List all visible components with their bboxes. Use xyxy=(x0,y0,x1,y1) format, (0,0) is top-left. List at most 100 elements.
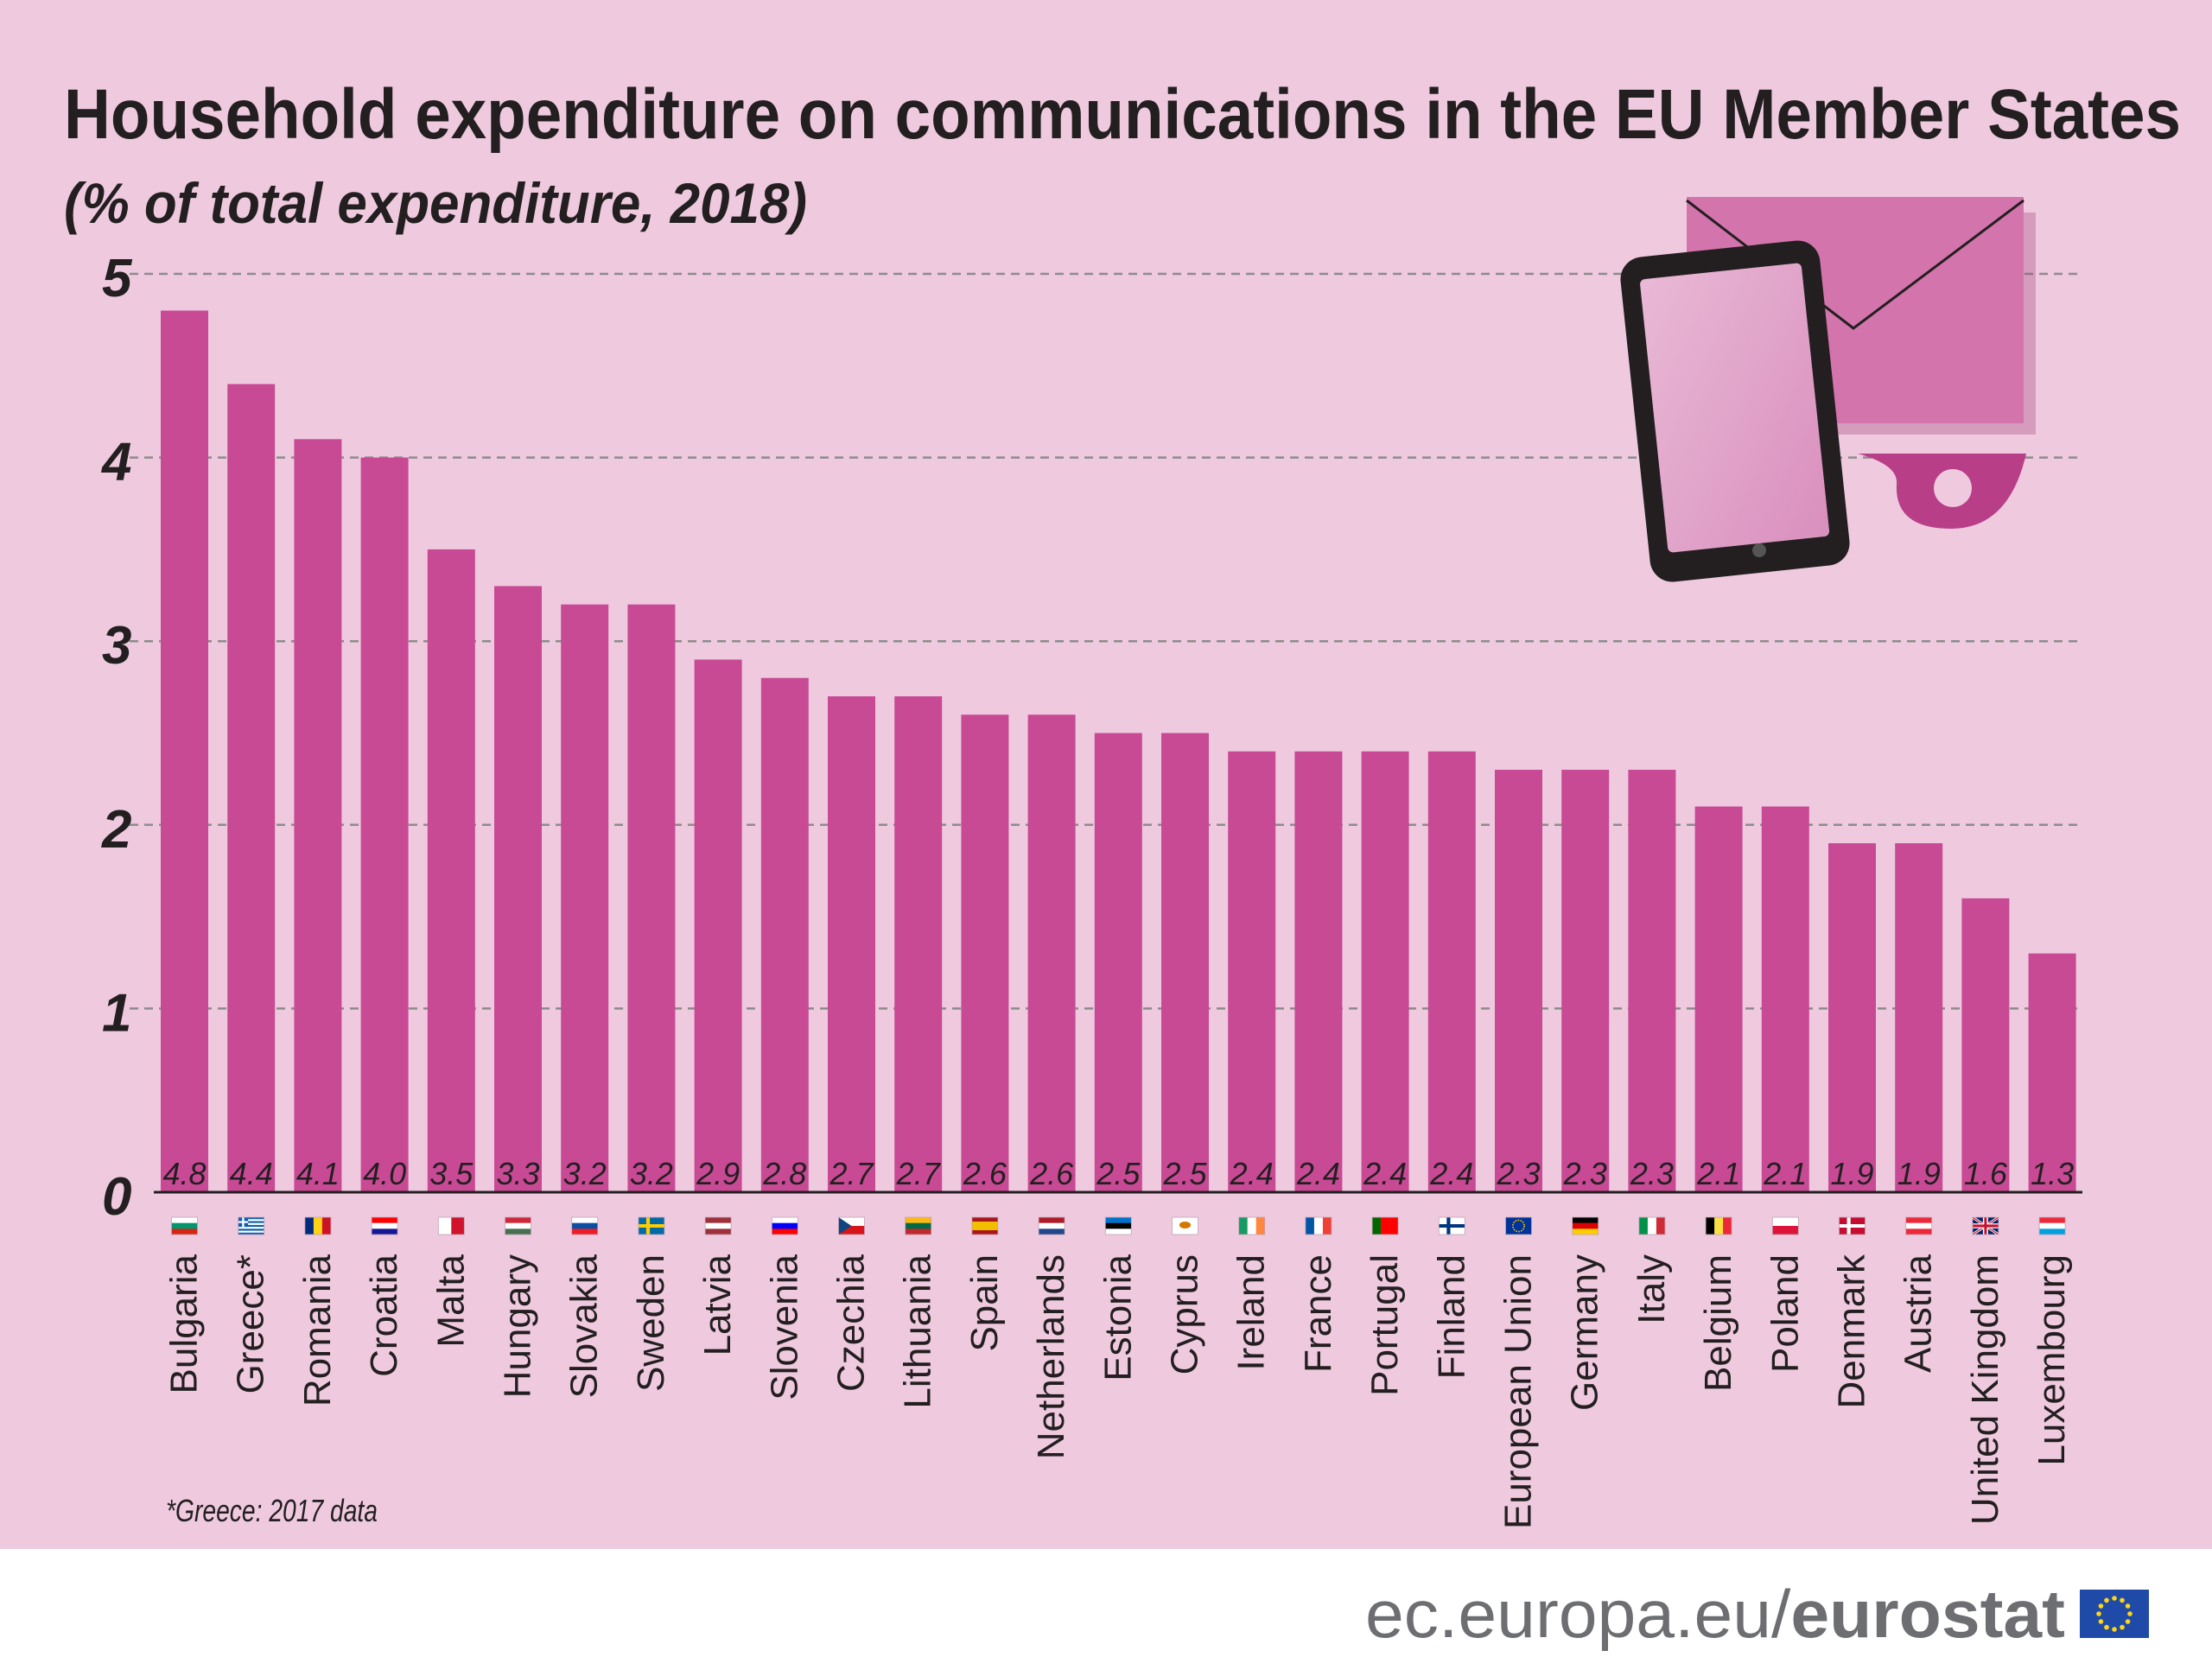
bar xyxy=(961,714,1009,1192)
category-label: United Kingdom xyxy=(1964,1254,2006,1525)
bar xyxy=(1895,843,1943,1192)
y-tick-label: 2 xyxy=(101,800,131,860)
category-label: Croatia xyxy=(363,1254,405,1376)
tablet-icon xyxy=(1620,240,1850,582)
bar xyxy=(1761,806,1809,1192)
eurostat-footer: ec.europa.eu/eurostat xyxy=(1365,1576,2149,1652)
chart-subtitle: (% of total expenditure, 2018) xyxy=(64,171,807,235)
category-label: Italy xyxy=(1630,1254,1673,1324)
value-label: 2.3 xyxy=(1563,1156,1607,1191)
eu-flag-icon xyxy=(1505,1216,1532,1235)
bar xyxy=(1427,751,1476,1192)
bar xyxy=(494,586,542,1192)
value-label: 3.3 xyxy=(496,1156,539,1191)
bar xyxy=(427,549,475,1192)
uk-flag-icon xyxy=(1972,1216,1999,1236)
category-label: Luxembourg xyxy=(2031,1254,2073,1466)
hr-flag-icon xyxy=(371,1216,398,1235)
bar xyxy=(1294,751,1343,1192)
value-label: 2.1 xyxy=(1696,1156,1740,1191)
value-labels: 4.8 4.4 4.1 4.0 3.5 3.3 3.2 3.2 2.9 2.8 2.7 2.7 2.6 2… xyxy=(162,1156,2074,1191)
category-label: Belgium xyxy=(1697,1254,1739,1392)
bar xyxy=(1828,843,1876,1192)
value-label: 2.3 xyxy=(1630,1156,1674,1191)
bar xyxy=(561,604,609,1192)
value-label: 4.0 xyxy=(363,1156,406,1191)
category-label: Denmark xyxy=(1831,1254,1873,1408)
value-label: 1.9 xyxy=(1830,1156,1873,1191)
ie-flag-icon xyxy=(1238,1216,1266,1235)
it-flag-icon xyxy=(1638,1216,1666,1235)
value-label: 2.6 xyxy=(963,1156,1007,1191)
fr-flag-icon xyxy=(1305,1216,1332,1235)
category-label: Germany xyxy=(1564,1254,1606,1411)
value-label: 4.4 xyxy=(230,1156,273,1191)
category-label: Slovakia xyxy=(563,1254,606,1398)
value-label: 2.6 xyxy=(1029,1156,1074,1191)
value-label: 1.6 xyxy=(1964,1156,2008,1191)
sk-flag-icon xyxy=(571,1216,599,1235)
bar xyxy=(1027,714,1076,1192)
y-tick-label: 3 xyxy=(102,616,131,676)
value-label: 1.3 xyxy=(2031,1156,2074,1191)
flags xyxy=(171,1216,2066,1236)
si-flag-icon xyxy=(771,1216,798,1235)
lv-flag-icon xyxy=(704,1216,732,1235)
bar xyxy=(1694,806,1743,1192)
cz-flag-icon xyxy=(838,1216,865,1235)
cy-flag-icon xyxy=(1172,1216,1198,1235)
be-flag-icon xyxy=(1705,1216,1732,1235)
bg-flag-icon xyxy=(171,1216,198,1235)
bar xyxy=(161,310,208,1192)
bar xyxy=(627,604,676,1192)
value-label: 2.4 xyxy=(1363,1156,1407,1191)
category-label: Greece* xyxy=(230,1254,272,1393)
y-axis-ticks: 0 1 2 3 4 5 xyxy=(100,249,133,1227)
category-label: Sweden xyxy=(630,1254,672,1392)
mt-flag-icon xyxy=(437,1216,465,1235)
illustration xyxy=(1620,197,2036,582)
hu-flag-icon xyxy=(505,1216,531,1235)
value-label: 2.8 xyxy=(762,1156,806,1191)
at-flag-icon xyxy=(1905,1216,1933,1235)
footer-brand: eurostat xyxy=(1790,1576,2065,1652)
bar xyxy=(1495,770,1542,1192)
lu-flag-icon xyxy=(2038,1216,2066,1235)
bar xyxy=(227,384,276,1192)
category-label: Romania xyxy=(296,1254,339,1406)
bar xyxy=(360,457,409,1192)
value-label: 3.2 xyxy=(563,1156,607,1191)
category-label: Netherlands xyxy=(1030,1254,1072,1459)
bar xyxy=(1228,751,1276,1192)
y-tick-label: 4 xyxy=(100,433,131,492)
gr-flag-icon xyxy=(238,1216,265,1235)
value-label: 2.9 xyxy=(696,1156,740,1191)
fi-flag-icon xyxy=(1438,1216,1465,1235)
category-labels: Bulgaria Greece* Romania Croatia Malta Hungar… xyxy=(163,1254,2074,1529)
chart-title: Household expenditure on communications … xyxy=(64,75,2181,154)
category-label: Spain xyxy=(963,1254,1006,1352)
footer-url: ec.europa.eu/eurostat xyxy=(1365,1576,2065,1652)
bar xyxy=(760,677,809,1192)
bar xyxy=(1361,751,1409,1192)
bar xyxy=(1628,770,1676,1192)
value-label: 2.7 xyxy=(896,1156,942,1191)
bar xyxy=(1561,770,1610,1192)
bar xyxy=(294,439,342,1193)
value-label: 3.2 xyxy=(630,1156,673,1191)
y-tick-label: 0 xyxy=(102,1167,131,1227)
y-tick-label: 5 xyxy=(102,249,133,308)
pt-flag-icon xyxy=(1371,1216,1399,1235)
category-label: France xyxy=(1297,1254,1339,1373)
footer-background xyxy=(0,1549,2212,1676)
eu-flag-icon xyxy=(2080,1590,2149,1638)
bar xyxy=(1161,733,1209,1192)
category-label: Portugal xyxy=(1363,1254,1406,1396)
category-label: Latvia xyxy=(696,1254,739,1355)
category-label: Czechia xyxy=(830,1254,873,1391)
ee-flag-icon xyxy=(1104,1216,1132,1235)
value-label: 2.4 xyxy=(1296,1156,1340,1191)
y-tick-label: 1 xyxy=(102,983,131,1043)
bar xyxy=(1961,898,2010,1192)
